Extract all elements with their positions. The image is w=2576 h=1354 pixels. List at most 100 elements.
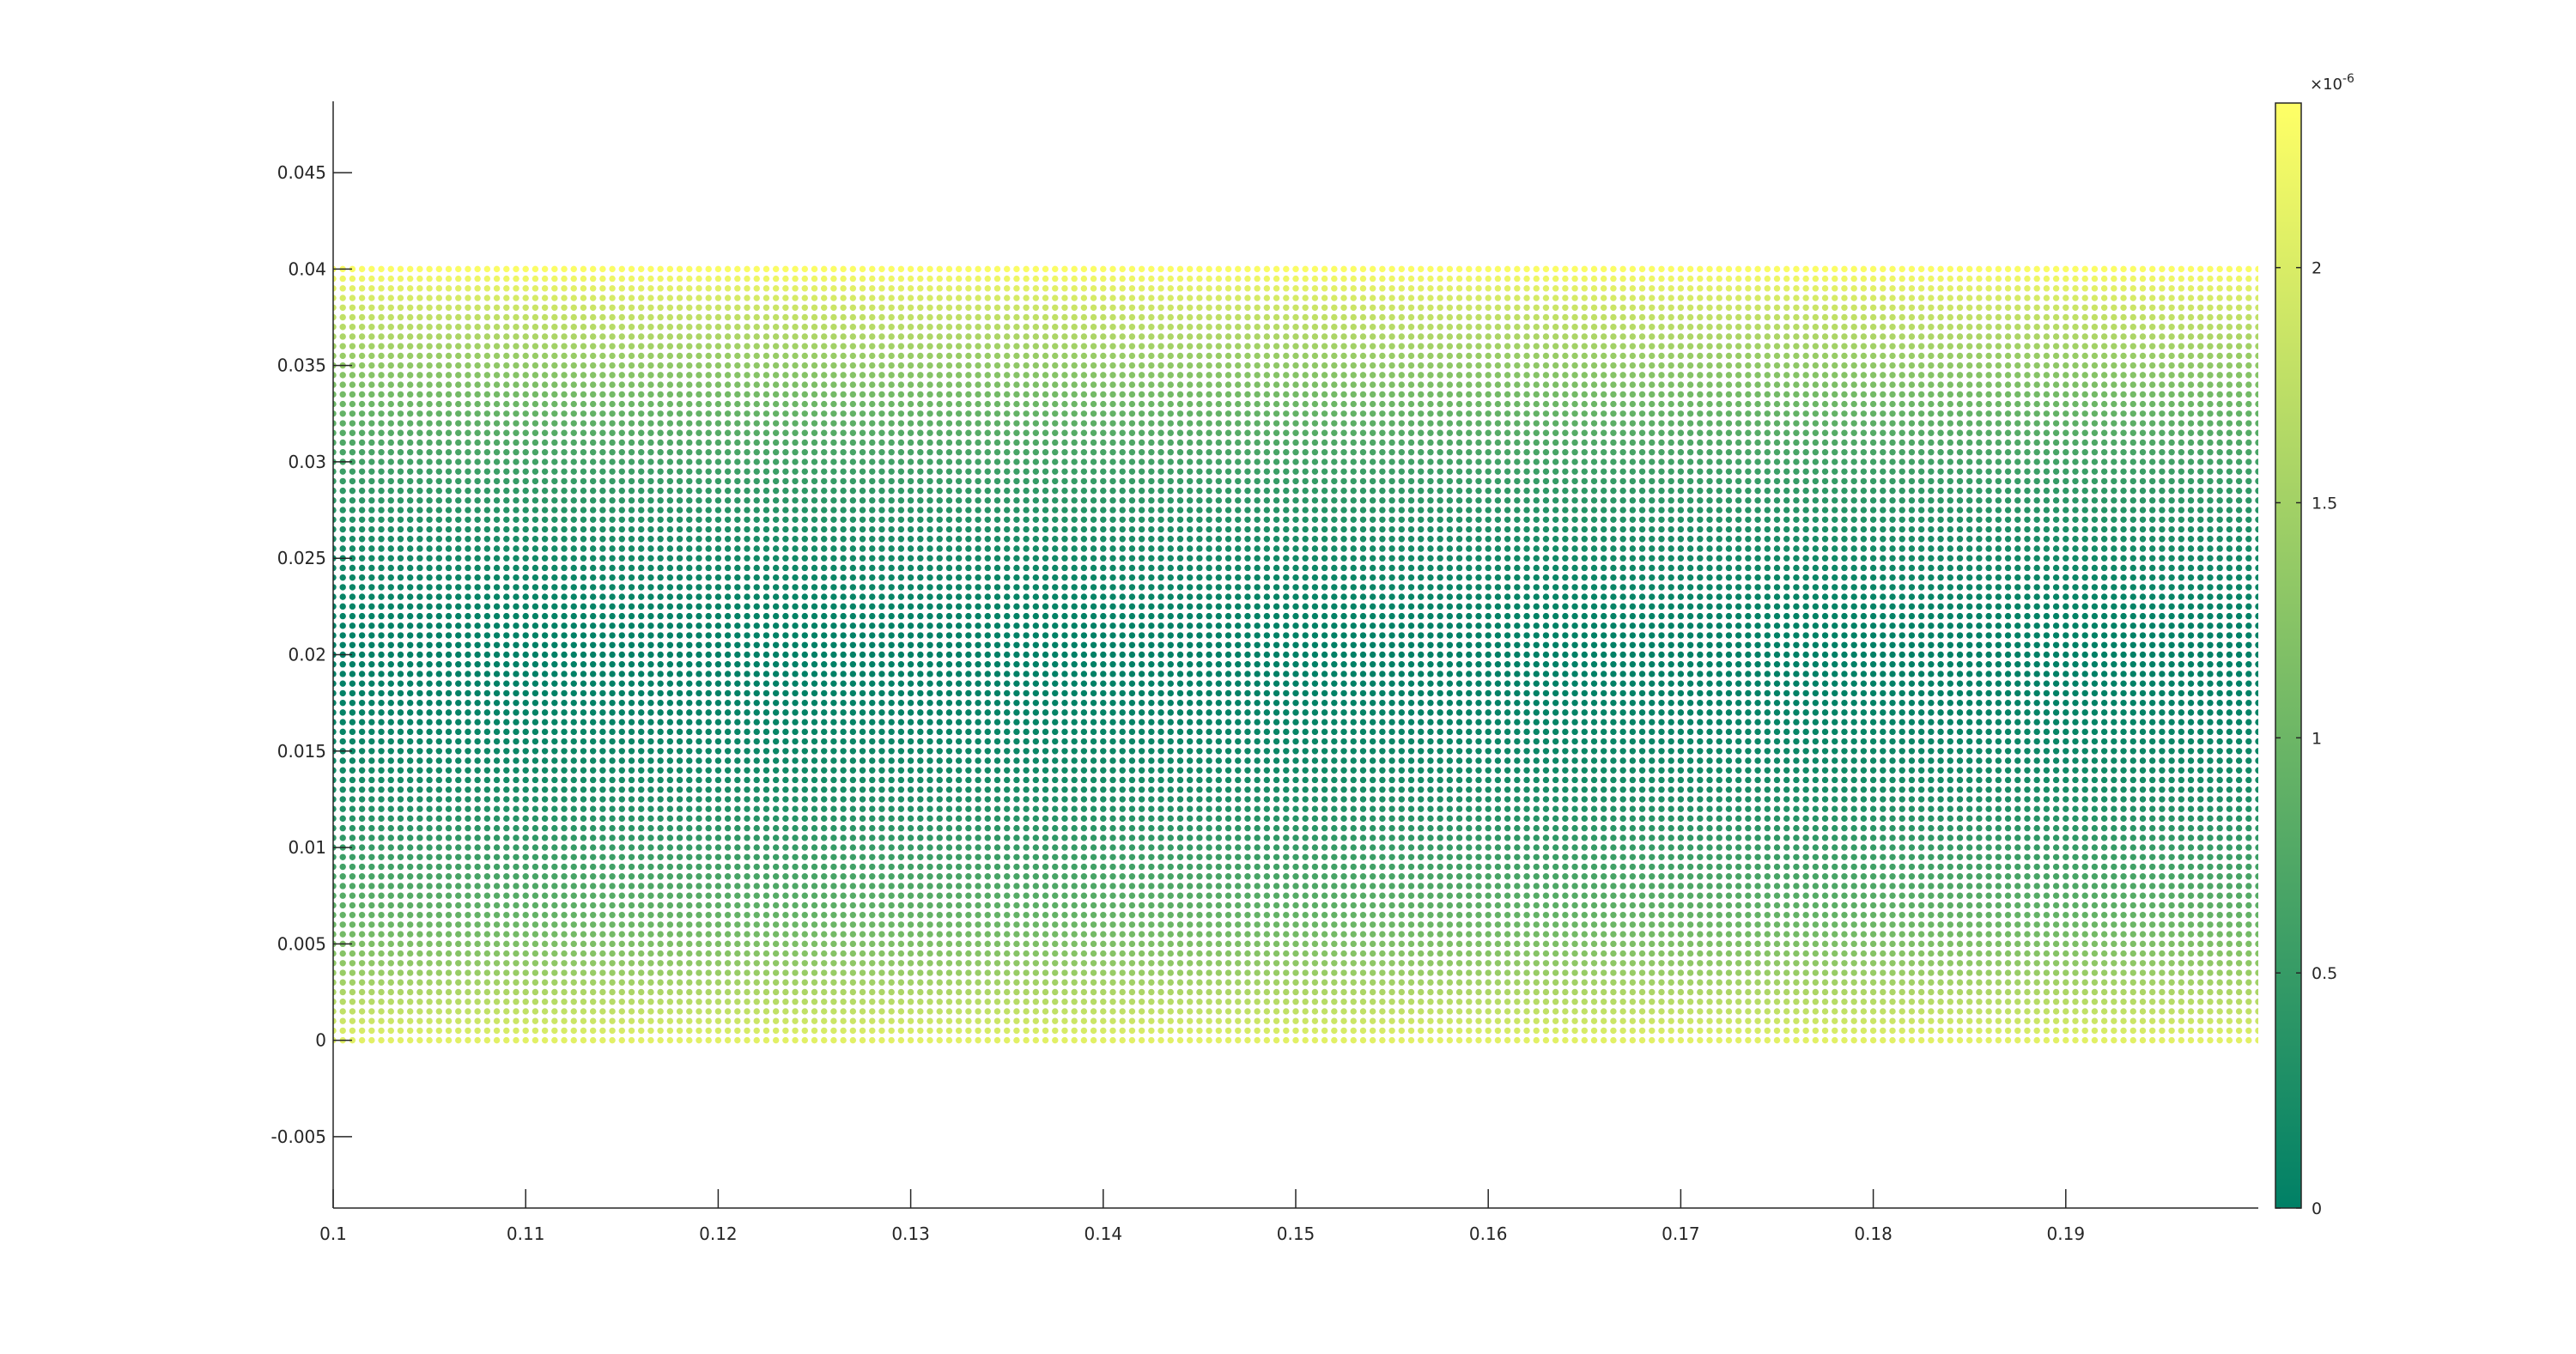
data-point (1340, 931, 1347, 938)
data-point (792, 873, 799, 880)
data-point (753, 815, 760, 823)
data-point (744, 969, 750, 976)
data-point (2168, 979, 2175, 986)
data-point (483, 1036, 491, 1044)
data-point (801, 835, 808, 841)
data-point (1917, 988, 1925, 996)
data-point (599, 969, 606, 976)
data-point (1966, 988, 1973, 996)
data-point (1273, 805, 1280, 812)
data-point (762, 1027, 770, 1035)
data-point (1013, 969, 1020, 976)
data-point (1283, 921, 1290, 928)
data-point (1206, 911, 1212, 919)
data-point (541, 883, 549, 890)
data-point (907, 863, 914, 871)
data-point (1273, 979, 1280, 986)
data-point (541, 969, 549, 976)
data-point (483, 979, 491, 986)
data-point (513, 979, 519, 986)
data-point (1802, 960, 1809, 967)
data-point (1947, 931, 1953, 938)
data-point (1860, 969, 1868, 976)
data-point (1706, 815, 1713, 823)
data-point (465, 853, 471, 860)
data-point (1601, 1017, 1607, 1024)
data-point (1928, 815, 1935, 823)
data-point (1764, 979, 1771, 986)
data-point (869, 979, 876, 986)
data-point (1235, 911, 1242, 919)
data-point (705, 940, 712, 948)
data-point (1542, 999, 1550, 1005)
data-point (1706, 960, 1713, 967)
data-point (1533, 1008, 1540, 1015)
data-point (782, 1027, 789, 1035)
data-point (830, 950, 837, 957)
data-point (2148, 863, 2156, 871)
data-point (878, 835, 885, 841)
data-point (1686, 1036, 1694, 1044)
data-point (1832, 940, 1838, 948)
data-point (1668, 931, 1674, 938)
data-point (907, 824, 914, 832)
data-point (551, 988, 558, 996)
data-point (483, 824, 491, 832)
data-point (599, 1036, 606, 1044)
data-point (2245, 999, 2252, 1005)
data-point (580, 1008, 587, 1015)
data-point (339, 931, 346, 938)
data-point (483, 1008, 491, 1015)
data-point (1638, 1036, 1646, 1044)
data-point (1475, 1008, 1482, 1015)
data-point (1754, 1008, 1761, 1015)
data-point (2148, 940, 2156, 948)
data-point (1292, 988, 1299, 996)
data-point (744, 883, 750, 890)
data-point (1542, 824, 1550, 832)
data-point (2014, 931, 2021, 938)
data-point (792, 960, 799, 967)
data-point (609, 824, 616, 832)
data-point (1917, 853, 1925, 860)
data-point (1446, 940, 1454, 948)
data-point (869, 902, 876, 909)
data-point (1783, 931, 1790, 938)
data-point (2024, 979, 2031, 986)
data-point (1042, 835, 1049, 841)
data-point (792, 824, 799, 832)
data-point (368, 969, 375, 976)
data-point (2033, 921, 2040, 928)
data-point (455, 805, 462, 812)
data-point (762, 931, 770, 938)
data-point (753, 1036, 760, 1044)
data-point (2129, 853, 2136, 860)
data-point (1340, 1027, 1347, 1035)
data-point (2207, 969, 2214, 976)
data-point (561, 863, 568, 871)
data-point (1350, 1017, 1357, 1024)
data-point (2187, 815, 2195, 823)
data-point (955, 863, 963, 871)
data-point (2024, 824, 2031, 832)
data-point (1331, 863, 1338, 871)
data-point (1629, 988, 1637, 996)
data-point (1995, 999, 2002, 1005)
data-point (445, 988, 453, 996)
data-point (2043, 1008, 2050, 1015)
data-point (2100, 892, 2108, 899)
data-point (1860, 988, 1868, 996)
data-point (1331, 844, 1338, 851)
data-point (1880, 873, 1886, 880)
data-point (1668, 844, 1674, 851)
data-point (1793, 853, 1800, 860)
data-point (840, 902, 847, 909)
data-point (1841, 988, 1848, 996)
data-point (1793, 844, 1800, 851)
data-point (1581, 931, 1589, 938)
data-point (849, 824, 857, 832)
data-point (1590, 960, 1598, 967)
data-point (1494, 815, 1502, 823)
data-point (782, 824, 789, 832)
data-point (599, 853, 606, 860)
